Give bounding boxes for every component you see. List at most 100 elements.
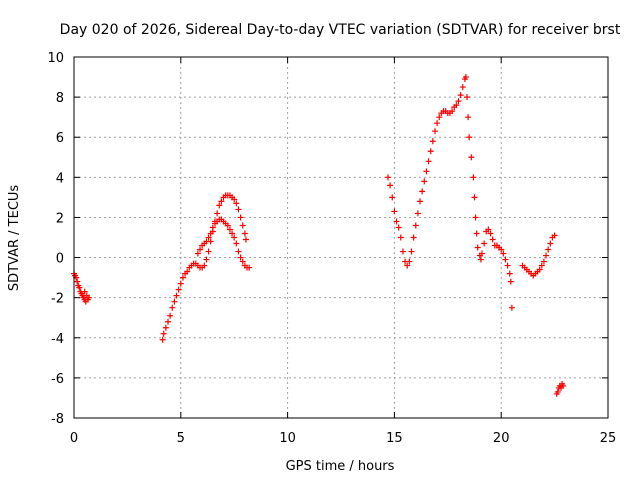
data-point	[560, 382, 567, 389]
x-tick-label: 5	[177, 431, 185, 446]
data-point	[485, 226, 492, 233]
data-point	[462, 74, 469, 81]
data-point	[414, 210, 421, 217]
data-point	[412, 222, 419, 229]
y-tick-label: -2	[51, 292, 64, 307]
data-point	[235, 206, 242, 213]
data-point	[506, 270, 513, 277]
data-point	[233, 200, 240, 207]
data-point	[171, 298, 178, 305]
y-tick-label: -6	[51, 372, 64, 387]
data-point	[175, 286, 182, 293]
axis-ticks	[73, 56, 609, 419]
tick-labels: 0 5 10 15 20 25 -8 -6 -4 -2 0 2 4 6 8 10	[47, 51, 616, 446]
data-point	[419, 188, 426, 195]
data-point	[551, 232, 558, 239]
data-point	[233, 240, 240, 247]
data-point	[473, 230, 480, 237]
data-point	[453, 102, 460, 109]
data-point	[203, 256, 210, 263]
data-point	[477, 256, 484, 263]
data-point	[425, 158, 432, 165]
y-tick-label: 8	[56, 91, 64, 106]
data-point	[500, 250, 507, 257]
y-tick-label: 6	[56, 131, 64, 146]
data-point	[455, 98, 462, 105]
data-point	[465, 114, 472, 121]
data-point	[423, 168, 430, 175]
y-axis-label: SDTVAR / TECUs	[7, 185, 22, 292]
data-point	[502, 256, 509, 263]
plot-frame	[73, 56, 609, 419]
data-point	[242, 236, 249, 243]
data-point	[536, 266, 543, 273]
data-point	[173, 292, 180, 299]
data-point	[507, 278, 514, 285]
x-tick-label: 25	[600, 431, 617, 446]
data-point	[216, 202, 223, 209]
data-point	[427, 148, 434, 155]
data-point	[474, 244, 481, 251]
data-point	[391, 208, 398, 215]
data-point	[459, 84, 466, 91]
data-point	[159, 336, 166, 343]
data-point	[74, 278, 81, 285]
data-point	[239, 222, 246, 229]
data-point	[498, 246, 505, 253]
data-point	[160, 330, 167, 337]
data-point	[203, 238, 210, 245]
data-point	[237, 254, 244, 261]
data-point	[436, 114, 443, 121]
data-point	[201, 262, 208, 269]
data-point	[214, 210, 221, 217]
data-point	[468, 154, 475, 161]
data-point	[466, 134, 473, 141]
data-point	[169, 304, 176, 311]
chart-title: Day 020 of 2026, Sidereal Day-to-day VTE…	[60, 22, 621, 38]
data-point	[389, 194, 396, 201]
data-point	[224, 222, 231, 229]
data-point	[429, 138, 436, 145]
data-point	[209, 224, 216, 231]
data-point	[239, 258, 246, 265]
data-point	[464, 94, 471, 101]
data-point	[545, 246, 552, 253]
data-point	[85, 294, 92, 301]
grid	[74, 57, 608, 418]
data-point	[417, 198, 424, 205]
data-point	[408, 248, 415, 255]
x-tick-label: 0	[70, 431, 78, 446]
data-point	[241, 230, 248, 237]
data-point	[387, 182, 394, 189]
data-point	[421, 178, 428, 185]
data-point	[184, 268, 191, 275]
data-point	[397, 234, 404, 241]
y-tick-label: 0	[56, 252, 64, 267]
data-point	[237, 214, 244, 221]
data-point	[457, 92, 464, 99]
data-point	[434, 120, 441, 127]
x-tick-label: 20	[493, 431, 510, 446]
y-tick-label: 10	[47, 51, 64, 66]
x-tick-label: 10	[279, 431, 296, 446]
data-point	[540, 258, 547, 265]
data-point	[489, 236, 496, 243]
data-point	[226, 226, 233, 233]
data-point	[431, 128, 438, 135]
data-points	[71, 74, 567, 397]
data-point	[218, 198, 225, 205]
data-point	[399, 248, 406, 255]
data-point	[194, 250, 201, 257]
x-tick-label: 15	[386, 431, 403, 446]
data-point	[197, 246, 204, 253]
data-point	[179, 274, 186, 281]
data-point	[167, 312, 174, 319]
data-point	[395, 224, 402, 231]
y-tick-label: 4	[56, 171, 64, 186]
data-point	[504, 262, 511, 269]
data-point	[470, 174, 477, 181]
data-point	[404, 262, 411, 269]
data-point	[246, 264, 253, 271]
data-point	[76, 284, 83, 291]
